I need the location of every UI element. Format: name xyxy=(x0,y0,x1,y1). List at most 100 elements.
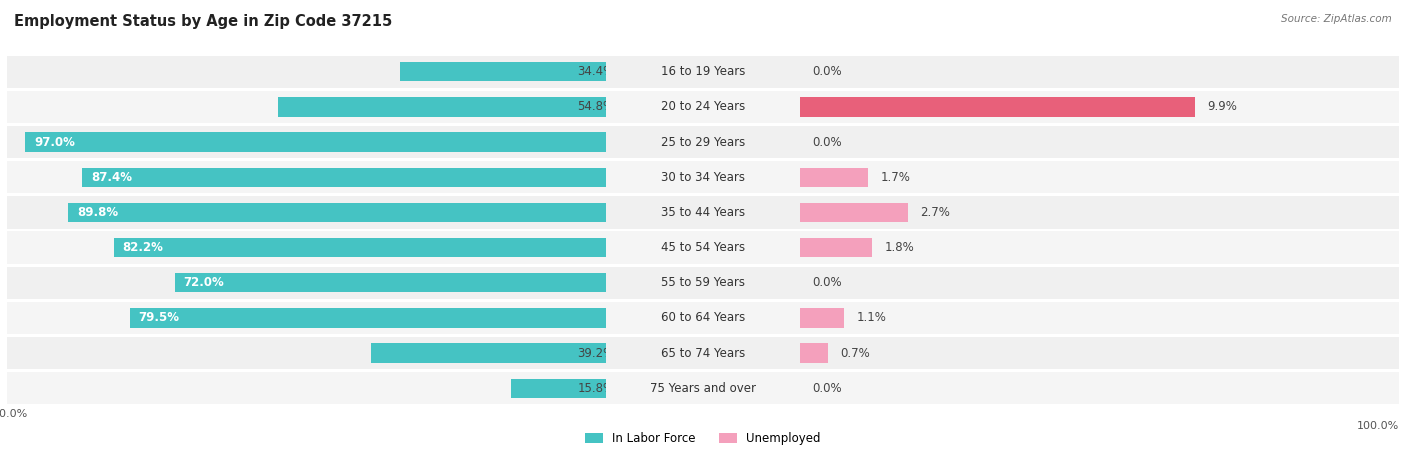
Text: 9.9%: 9.9% xyxy=(1208,101,1237,113)
Text: 2.7%: 2.7% xyxy=(920,206,950,219)
Text: 0.7%: 0.7% xyxy=(841,347,870,359)
Text: 82.2%: 82.2% xyxy=(122,241,163,254)
Bar xyxy=(606,161,800,193)
Bar xyxy=(800,302,1399,334)
Text: 39.2%: 39.2% xyxy=(578,347,614,359)
Bar xyxy=(7,161,606,194)
Bar xyxy=(800,301,1399,335)
Text: 25 to 29 Years: 25 to 29 Years xyxy=(661,136,745,148)
Bar xyxy=(7,196,606,229)
Bar xyxy=(7,126,606,158)
Bar xyxy=(7,91,606,123)
Bar xyxy=(7,90,606,124)
Bar xyxy=(800,372,1399,405)
Text: 87.4%: 87.4% xyxy=(91,171,132,184)
Text: 60 to 64 Years: 60 to 64 Years xyxy=(661,312,745,324)
Bar xyxy=(606,231,800,264)
Bar xyxy=(510,379,606,398)
Bar xyxy=(800,161,1399,194)
Bar xyxy=(800,231,1399,264)
Bar xyxy=(7,372,606,405)
Bar xyxy=(800,90,1399,124)
Bar xyxy=(800,125,1399,159)
Text: 20 to 24 Years: 20 to 24 Years xyxy=(661,101,745,113)
Text: 0.0%: 0.0% xyxy=(813,382,842,395)
Bar xyxy=(606,231,800,264)
Text: 54.8%: 54.8% xyxy=(578,101,614,113)
Bar xyxy=(174,273,606,292)
Text: 75 Years and over: 75 Years and over xyxy=(650,382,756,395)
Bar xyxy=(606,337,800,369)
Bar xyxy=(800,308,845,327)
Bar xyxy=(800,196,1399,229)
Bar xyxy=(7,267,606,299)
Bar xyxy=(800,231,1399,264)
Bar xyxy=(800,161,1399,193)
Bar xyxy=(7,372,606,405)
Bar xyxy=(114,238,606,257)
Bar xyxy=(67,203,606,222)
Bar xyxy=(25,133,606,152)
Bar xyxy=(606,301,800,335)
Text: Employment Status by Age in Zip Code 37215: Employment Status by Age in Zip Code 372… xyxy=(14,14,392,28)
Bar xyxy=(800,266,1399,299)
Bar xyxy=(800,97,1195,116)
Text: 16 to 19 Years: 16 to 19 Years xyxy=(661,65,745,78)
Bar xyxy=(7,231,606,264)
Text: 100.0%: 100.0% xyxy=(1357,421,1399,431)
Bar xyxy=(606,161,800,194)
Text: 1.7%: 1.7% xyxy=(880,171,910,184)
Text: 0.0%: 0.0% xyxy=(813,65,842,78)
Bar xyxy=(800,238,872,257)
Bar xyxy=(800,126,1399,158)
Bar xyxy=(7,231,606,264)
Bar xyxy=(606,372,800,405)
Legend: In Labor Force, Unemployed: In Labor Force, Unemployed xyxy=(585,432,821,445)
Bar xyxy=(7,196,606,229)
Bar xyxy=(129,308,606,327)
Bar xyxy=(83,168,606,187)
Bar xyxy=(606,126,800,158)
Bar xyxy=(7,125,606,159)
Bar xyxy=(800,196,1399,229)
Text: Source: ZipAtlas.com: Source: ZipAtlas.com xyxy=(1281,14,1392,23)
Bar xyxy=(606,55,800,88)
Bar xyxy=(606,267,800,299)
Text: 34.4%: 34.4% xyxy=(578,65,614,78)
Bar xyxy=(606,196,800,229)
Text: 65 to 74 Years: 65 to 74 Years xyxy=(661,347,745,359)
Bar xyxy=(7,301,606,335)
Bar xyxy=(800,168,869,187)
Bar xyxy=(800,267,1399,299)
Bar xyxy=(399,62,606,81)
Bar xyxy=(606,91,800,123)
Bar xyxy=(7,55,606,88)
Bar xyxy=(371,344,606,363)
Bar xyxy=(7,336,606,370)
Bar xyxy=(7,55,606,88)
Bar xyxy=(800,337,1399,369)
Text: 79.5%: 79.5% xyxy=(139,312,180,324)
Bar xyxy=(606,372,800,405)
Bar xyxy=(7,161,606,193)
Bar xyxy=(7,337,606,369)
Text: 1.1%: 1.1% xyxy=(856,312,886,324)
Bar xyxy=(606,196,800,229)
Text: 35 to 44 Years: 35 to 44 Years xyxy=(661,206,745,219)
Bar xyxy=(606,90,800,124)
Bar xyxy=(7,266,606,299)
Bar xyxy=(800,372,1399,405)
Bar xyxy=(800,203,908,222)
Text: 0.0%: 0.0% xyxy=(813,276,842,289)
Text: 89.8%: 89.8% xyxy=(77,206,118,219)
Bar xyxy=(800,55,1399,88)
Text: 45 to 54 Years: 45 to 54 Years xyxy=(661,241,745,254)
Bar xyxy=(606,336,800,370)
Text: 0.0%: 0.0% xyxy=(813,136,842,148)
Text: 72.0%: 72.0% xyxy=(184,276,225,289)
Bar xyxy=(277,97,606,116)
Bar xyxy=(606,302,800,334)
Bar xyxy=(800,97,1195,116)
Text: 30 to 34 Years: 30 to 34 Years xyxy=(661,171,745,184)
Bar xyxy=(7,302,606,334)
